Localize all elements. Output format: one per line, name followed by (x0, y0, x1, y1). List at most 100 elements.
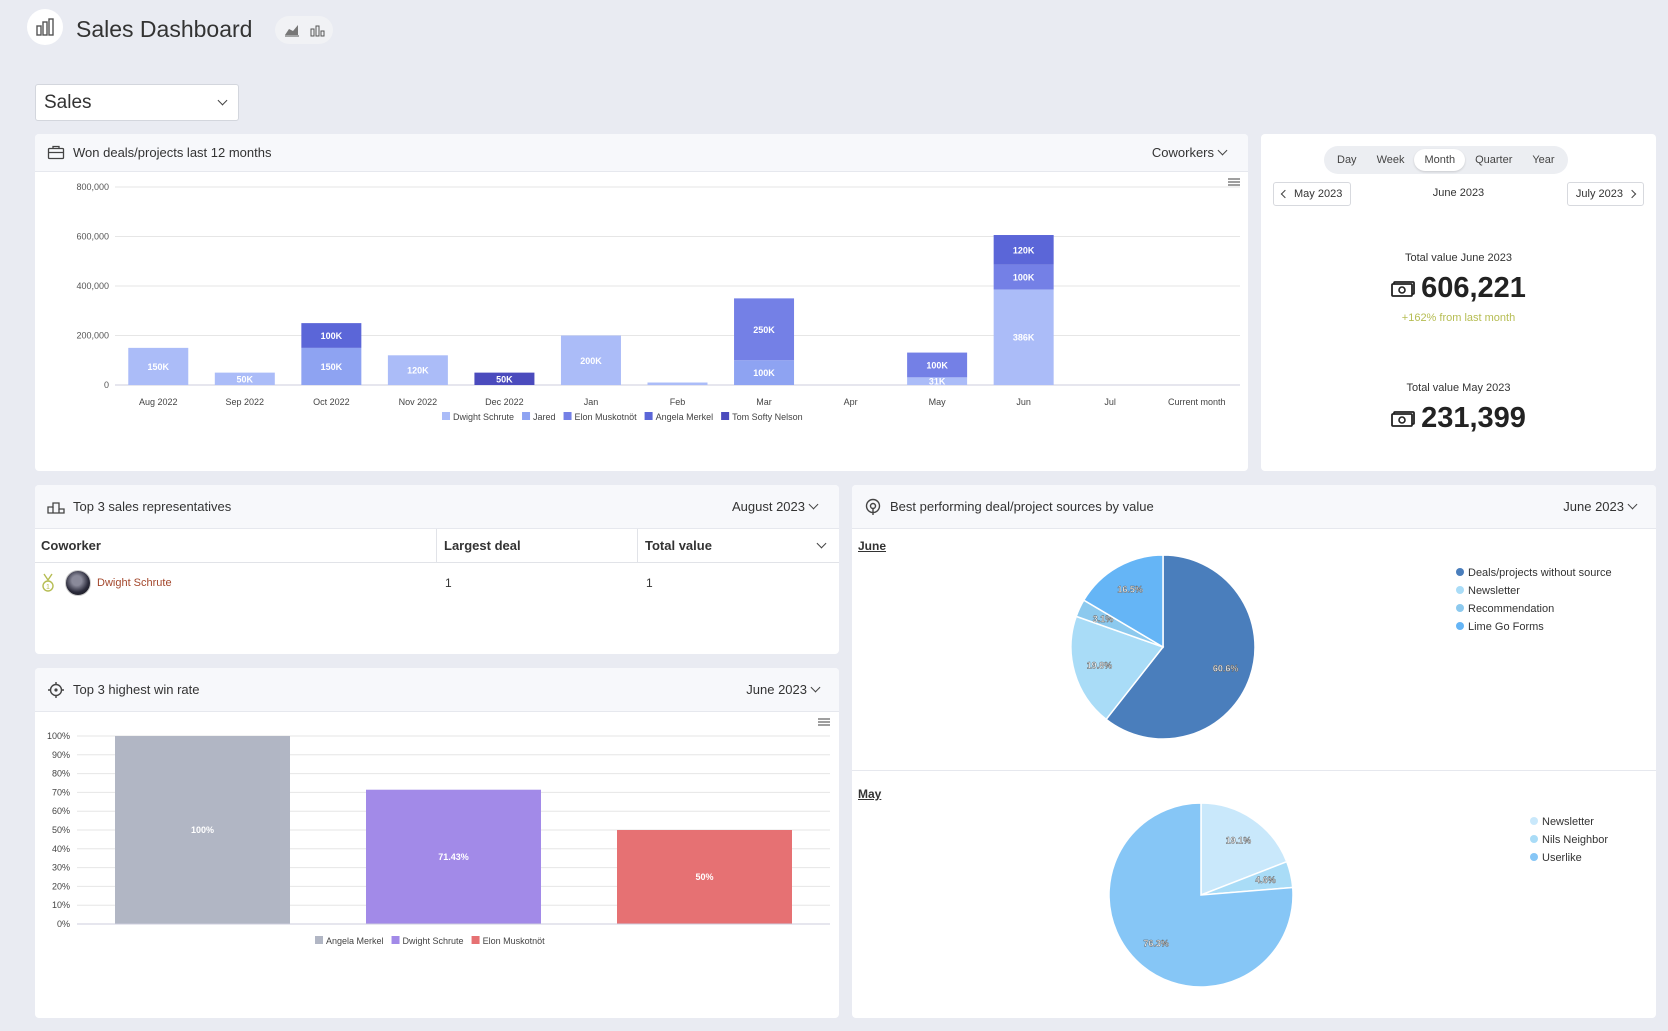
pie-slice-newsletter[interactable] (1070, 615, 1165, 721)
bar-dwight-schrute[interactable] (366, 789, 541, 924)
bar-angela-merkel[interactable] (301, 323, 362, 348)
pie-data-label: 60.6% (1213, 664, 1239, 674)
legend-item-tom-softy-nelson[interactable]: Tom Softy Nelson (721, 412, 803, 422)
pie-slice-lime-go-forms[interactable] (1082, 554, 1164, 649)
win-rate-period-dropdown[interactable]: June 2023 (746, 682, 821, 697)
x-tick-label: Feb (670, 397, 686, 407)
bar-jared[interactable] (734, 360, 795, 385)
table-row[interactable]: 1 Dwight Schrute 1 1 (35, 563, 839, 603)
y-tick-label: 50% (52, 825, 70, 835)
x-tick-label: Mar (756, 397, 772, 407)
pie-data-label: 16.5% (1117, 584, 1143, 594)
chart-menu-icon[interactable] (1228, 178, 1240, 186)
legend-item-elon-muskotno-t[interactable]: Elon Muskotnöt (471, 936, 546, 946)
legend-item-angela-merkel[interactable]: Angela Merkel (644, 412, 714, 422)
bar-angela-merkel[interactable] (115, 736, 290, 924)
bar-elon-muskotno-t[interactable] (993, 264, 1054, 290)
legend-label: Angela Merkel (326, 936, 384, 946)
legend-label: Dwight Schrute (453, 412, 514, 422)
column-chart-icon[interactable] (309, 23, 325, 37)
legend-label: Tom Softy Nelson (732, 412, 803, 422)
legend-swatch (1456, 568, 1464, 576)
bar-data-label: 120K (407, 366, 429, 376)
top-reps-card: Top 3 sales representatives August 2023 … (35, 485, 839, 654)
tab-month[interactable]: Month (1414, 149, 1466, 171)
bar-dwight-schrute[interactable] (647, 382, 708, 385)
bar-tom-softy-nelson[interactable] (474, 372, 535, 385)
svg-text:1: 1 (46, 584, 50, 591)
tab-day[interactable]: Day (1337, 154, 1357, 166)
bar-jared[interactable] (301, 347, 362, 385)
podium-icon (47, 501, 65, 514)
may-section-label[interactable]: May (858, 787, 882, 801)
reps-table: Coworker Largest deal Total value 1 Dwig… (35, 528, 839, 603)
legend-swatch (721, 412, 730, 420)
prev-period-button[interactable]: May 2023 (1273, 182, 1352, 206)
top-reps-period-dropdown[interactable]: August 2023 (732, 499, 819, 514)
bar-angela-merkel[interactable] (993, 235, 1054, 265)
legend-label: Dwight Schrute (403, 936, 464, 946)
bar-elon-muskotno-t[interactable] (907, 352, 968, 378)
legend-label: Recommendation (1468, 603, 1554, 615)
sources-card: Best performing deal/project sources by … (852, 485, 1656, 1018)
bar-dwight-schrute[interactable] (387, 355, 448, 385)
area-chart-icon[interactable] (284, 23, 300, 37)
legend-label: Lime Go Forms (1468, 621, 1544, 633)
view-select[interactable]: Sales (35, 84, 239, 121)
tab-quarter[interactable]: Quarter (1475, 154, 1513, 166)
bar-dwight-schrute[interactable] (993, 289, 1054, 385)
bar-dwight-schrute[interactable] (560, 335, 621, 386)
col-coworker[interactable]: Coworker (35, 528, 437, 563)
legend-item-newsletter[interactable]: Newsletter (1456, 585, 1520, 597)
col-largest-deal[interactable]: Largest deal (437, 528, 638, 563)
legend-item-dwight-schrute[interactable]: Dwight Schrute (442, 412, 514, 422)
bar-dwight-schrute[interactable] (907, 377, 968, 385)
sources-period-dropdown[interactable]: June 2023 (1563, 499, 1638, 514)
legend-item-lime-go-forms[interactable]: Lime Go Forms (1456, 621, 1544, 633)
total-previous: 231,399 (1261, 402, 1656, 435)
won-deals-header: Won deals/projects last 12 months Cowork… (35, 134, 1248, 172)
pie-data-label: 3.1% (1093, 614, 1114, 624)
legend-item-jared[interactable]: Jared (522, 412, 556, 422)
win-rate-legend: Angela Merkel Dwight Schrute Elon Muskotnö… (315, 936, 545, 946)
x-tick-label: Jan (584, 397, 599, 407)
bar-data-label: 71.43% (438, 852, 469, 862)
june-pie-chart: 60.6% 19.8% 3.1% 16.5% Deals/projects withou… (1070, 554, 1612, 740)
pie-legend: Newsletter Nils Neighbor Userlike (1530, 816, 1608, 864)
legend-item-deals-projects-without-source[interactable]: Deals/projects without source (1456, 567, 1612, 579)
total-previous-label: Total value May 2023 (1406, 382, 1511, 394)
bar-dwight-schrute[interactable] (128, 347, 189, 385)
legend-item-userlike[interactable]: Userlike (1530, 852, 1582, 864)
tab-year[interactable]: Year (1532, 154, 1555, 166)
chevron-down-icon (808, 499, 819, 510)
legend-item-elon-muskotno-t[interactable]: Elon Muskotnöt (563, 412, 638, 422)
legend-item-nils-neighbor[interactable]: Nils Neighbor (1530, 834, 1608, 846)
bar-data-label: 100K (1013, 273, 1035, 283)
view-select-value: Sales (44, 91, 92, 113)
pie-slice-deals-projects-without-source[interactable] (1105, 554, 1256, 740)
bar-elon-muskotno-t[interactable] (617, 830, 792, 924)
chart-menu-icon[interactable] (818, 718, 830, 726)
y-tick-label: 80% (52, 769, 70, 779)
tab-week[interactable]: Week (1376, 154, 1405, 166)
legend-swatch (442, 412, 450, 420)
col-total-value[interactable]: Total value (638, 529, 839, 563)
coworkers-dropdown[interactable]: Coworkers (1152, 145, 1228, 160)
legend-item-dwight-schrute[interactable]: Dwight Schrute (391, 936, 464, 946)
legend-item-newsletter[interactable]: Newsletter (1530, 816, 1594, 828)
bar-dwight-schrute[interactable] (214, 372, 275, 385)
pie-legend: Deals/projects without source Newsletter R… (1456, 567, 1612, 633)
win-rate-card: Top 3 highest win rate June 2023 100% 90%… (35, 668, 839, 1018)
june-section-label[interactable]: June (858, 539, 887, 553)
bar-data-label: 100K (753, 368, 775, 378)
pie-slice-newsletter[interactable] (1200, 802, 1288, 897)
coworker-name-link[interactable]: Dwight Schrute (97, 577, 172, 589)
chevron-right-icon (1627, 189, 1637, 199)
pie-slice-userlike[interactable] (1108, 802, 1294, 988)
legend-item-recommendation[interactable]: Recommendation (1456, 603, 1554, 615)
bar-elon-muskotno-t[interactable] (734, 298, 795, 361)
y-tick-label: 10% (52, 900, 70, 910)
legend-item-angela-merkel[interactable]: Angela Merkel (315, 936, 384, 946)
pie-data-label: 19.1% (1226, 835, 1252, 845)
next-period-button[interactable]: July 2023 (1566, 182, 1644, 206)
